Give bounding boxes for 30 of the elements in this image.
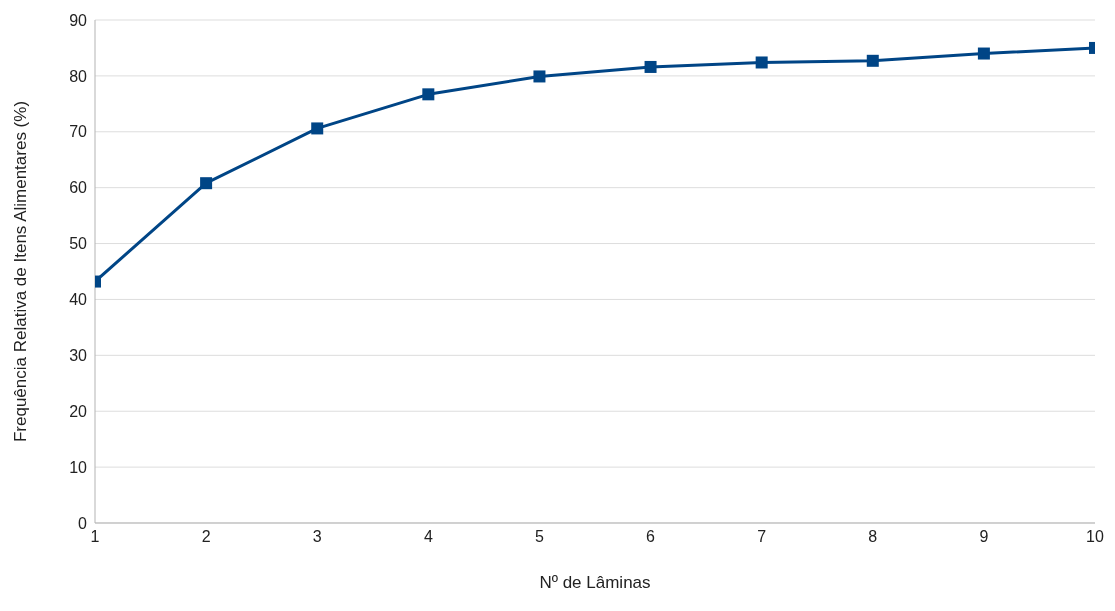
x-tick-label: 6: [646, 528, 656, 546]
x-tick-label: 7: [757, 528, 767, 546]
point: [866, 54, 879, 67]
x-tick-label: 3: [312, 528, 322, 546]
y-tick-label: 30: [69, 347, 88, 365]
x-tick-label: 9: [979, 528, 989, 546]
y-tick-label: 10: [69, 458, 88, 476]
y-tick-label: 20: [69, 402, 88, 420]
y-tick-label: 80: [69, 67, 88, 85]
y-tick-label: 90: [69, 11, 88, 29]
x-tick-label: 5: [534, 528, 544, 546]
y-tick-label: 0: [78, 514, 88, 532]
y-tick-label: 70: [69, 123, 88, 141]
point: [422, 88, 435, 101]
x-tick-label: 2: [201, 528, 211, 546]
x-tick-label: 10: [1086, 528, 1104, 546]
point: [977, 47, 990, 60]
y-tick-label: 40: [69, 291, 88, 309]
x-axis-title: Nº de Lâminas: [539, 573, 651, 592]
point: [311, 122, 324, 135]
y-axis-title: Frequência Relativa de Itens Alimentares (%): [11, 100, 31, 443]
y-tick-label: 60: [69, 179, 88, 197]
x-tick-label: 8: [868, 528, 878, 546]
point: [755, 56, 768, 69]
x-tick-label: 1: [90, 528, 100, 546]
point: [200, 177, 213, 190]
y-tick-label: 50: [69, 235, 88, 253]
point: [533, 70, 546, 83]
x-tick-label: 4: [423, 528, 433, 546]
point: [644, 60, 657, 73]
